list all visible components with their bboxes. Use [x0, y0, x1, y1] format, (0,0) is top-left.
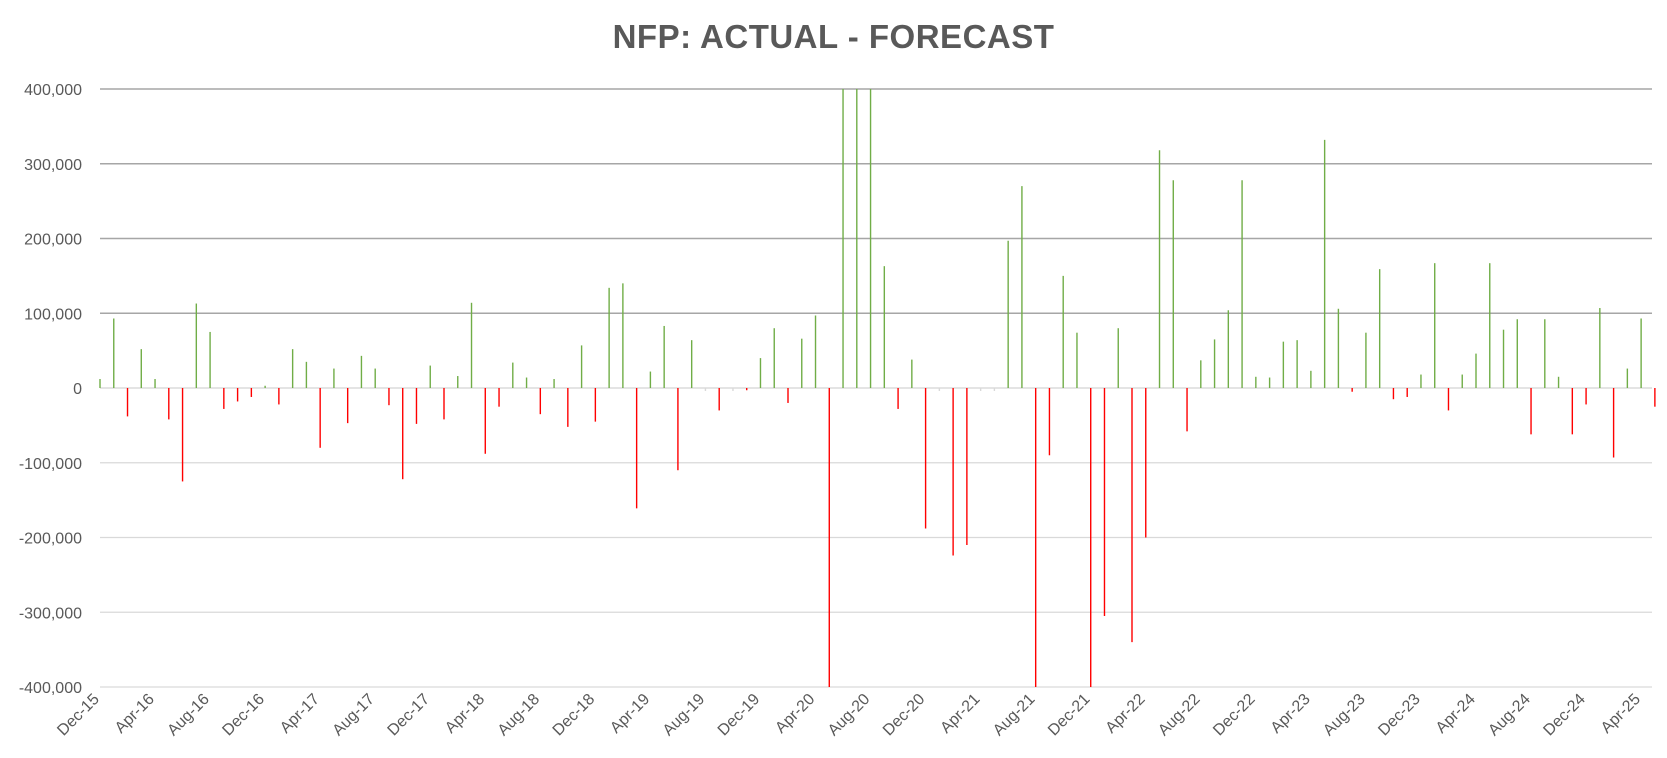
y-tick-label: -400,000	[19, 680, 82, 697]
x-tick-label: Apr-19	[607, 691, 653, 737]
y-tick-label: 100,000	[24, 306, 82, 323]
x-axis-tick-labels: Dec-15 Apr-16 Aug-16 Dec-16 Apr-17 Aug-17 Dec-…	[54, 691, 1644, 740]
y-tick-label: 0	[73, 381, 82, 398]
x-tick-label: Aug-22	[1155, 691, 1204, 740]
chart-title: NFP: ACTUAL - FORECAST	[612, 18, 1055, 55]
x-tick-label: Apr-22	[1103, 691, 1149, 737]
y-tick-label: -100,000	[19, 456, 82, 473]
x-tick-label: Apr-21	[937, 691, 983, 737]
x-tick-label: Aug-16	[164, 691, 213, 740]
gridlines	[100, 88, 1652, 688]
x-tick-label: Apr-16	[112, 691, 158, 737]
x-tick-label: Apr-23	[1268, 691, 1314, 737]
x-tick-label: Aug-18	[495, 691, 544, 740]
bars	[99, 89, 1656, 687]
x-tick-label: Apr-18	[442, 691, 488, 737]
x-tick-label: Dec-24	[1540, 691, 1589, 740]
y-tick-label: 200,000	[24, 232, 82, 249]
x-tick-label: Dec-23	[1375, 691, 1424, 740]
x-tick-label: Dec-20	[880, 691, 929, 740]
y-tick-label: -300,000	[19, 605, 82, 622]
x-tick-label: Dec-15	[54, 691, 103, 740]
x-tick-label: Aug-21	[990, 691, 1039, 740]
x-tick-label: Dec-19	[715, 691, 764, 740]
x-tick-label: Dec-22	[1210, 691, 1259, 740]
y-tick-label: 300,000	[24, 157, 82, 174]
x-tick-label: Aug-17	[330, 691, 379, 740]
x-tick-label: Apr-17	[277, 691, 323, 737]
x-tick-label: Dec-18	[550, 691, 599, 740]
x-tick-label: Dec-21	[1045, 691, 1094, 740]
x-tick-label: Aug-23	[1320, 691, 1369, 740]
x-tick-label: Apr-20	[772, 691, 818, 737]
y-tick-label: 400,000	[24, 82, 82, 99]
x-tick-label: Apr-24	[1433, 691, 1479, 737]
y-tick-label: -200,000	[19, 531, 82, 548]
x-tick-label: Apr-25	[1598, 691, 1644, 737]
x-tick-label: Aug-24	[1485, 691, 1534, 740]
x-tick-label: Dec-16	[219, 691, 268, 740]
x-tick-label: Aug-20	[825, 691, 874, 740]
x-tick-label: Dec-17	[385, 691, 434, 740]
x-tick-label: Aug-19	[660, 691, 709, 740]
y-axis-tick-labels: 400,000 300,000 200,000 100,000 0 -100,000 -20…	[19, 82, 82, 697]
